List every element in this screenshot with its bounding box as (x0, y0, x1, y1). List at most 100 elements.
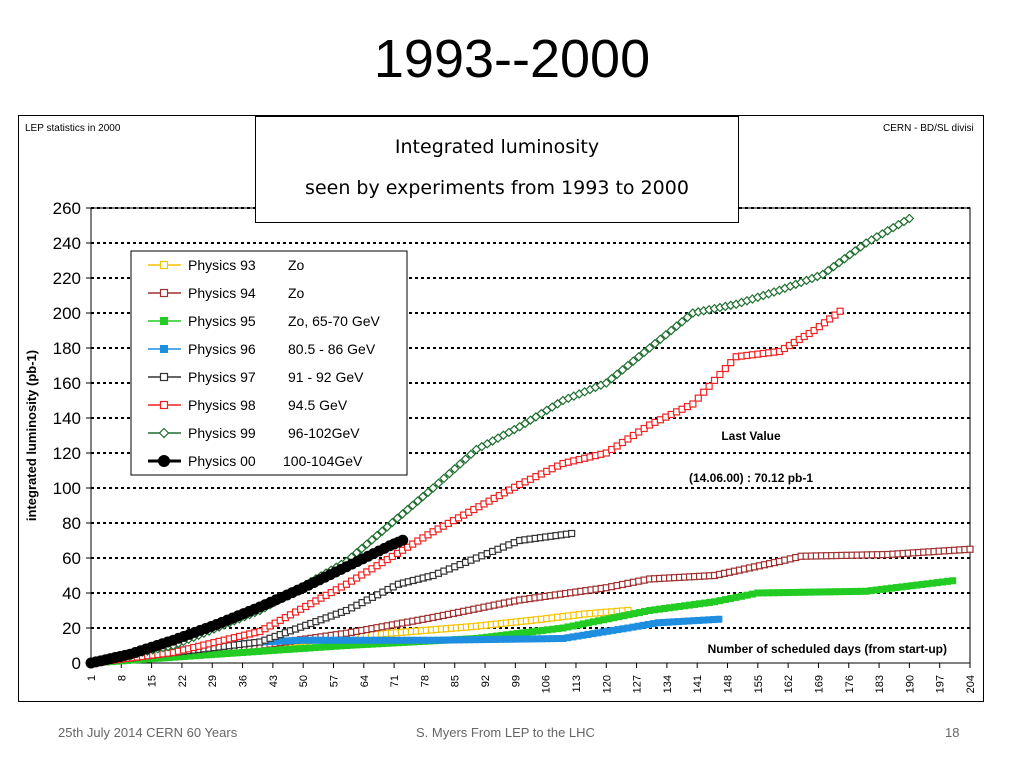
data-point (407, 500, 418, 511)
data-point (460, 454, 471, 464)
x-axis-label: Number of scheduled days (from start-up) (708, 642, 947, 656)
data-point (904, 213, 915, 224)
y-tick-label: 180 (53, 339, 81, 358)
data-point (850, 246, 861, 256)
data-point (810, 326, 818, 335)
data-point (715, 615, 723, 623)
x-tick-label: 64 (359, 675, 371, 687)
legend-label: Physics 93 (188, 257, 256, 273)
legend-label: Physics 97 (188, 369, 256, 385)
data-point (700, 388, 708, 396)
data-point (727, 359, 735, 367)
x-tick-label: 57 (328, 675, 340, 687)
data-point (606, 373, 617, 384)
x-tick-label: 134 (662, 675, 674, 693)
chart-title-line2: seen by experiments from 1993 to 2000 (305, 177, 689, 199)
data-point (387, 517, 398, 528)
data-point (828, 261, 839, 272)
data-point (689, 400, 697, 408)
x-tick-label: 120 (601, 675, 613, 693)
chart-title-line1: Integrated luminosity (394, 136, 600, 158)
legend-box (130, 250, 408, 476)
data-point (466, 449, 476, 460)
x-tick-label: 29 (207, 675, 219, 687)
data-point (716, 370, 724, 379)
data-point (655, 334, 666, 345)
x-tick-label: 15 (147, 675, 159, 687)
data-point (650, 338, 660, 349)
data-point (817, 269, 828, 280)
x-tick-label: 113 (571, 675, 583, 693)
data-point (444, 468, 455, 479)
legend-energy: Zo, 65-70 GeV (288, 313, 380, 329)
x-tick-label: 148 (723, 675, 735, 693)
data-point (418, 491, 428, 502)
annotation-title: Last Value (721, 429, 781, 443)
x-tick-label: 43 (268, 675, 280, 687)
data-point (820, 319, 829, 327)
legend-energy: 80.5 - 86 GeV (288, 341, 376, 357)
legend-energy: 100-104GeV (283, 453, 363, 469)
slide-title: 1993--2000 (373, 29, 651, 89)
data-point (949, 577, 957, 585)
x-tick-label: 204 (965, 675, 977, 693)
legend-energy: Zo (288, 257, 305, 273)
data-point (423, 487, 433, 498)
y-tick-label: 260 (53, 199, 81, 218)
data-point (372, 530, 382, 541)
chart-top-left-note: LEP statistics in 2000 (25, 123, 121, 134)
data-point (159, 372, 169, 382)
data-point (362, 539, 372, 550)
data-point (412, 496, 423, 506)
data-point (705, 382, 713, 390)
data-point (433, 478, 444, 489)
legend-label: Physics 00 (188, 453, 256, 469)
data-point (160, 345, 168, 353)
data-point (682, 312, 693, 323)
footer-right: 18 (945, 725, 960, 740)
legend-label: Physics 98 (188, 397, 256, 413)
chart-frame: 0 20 40 60 80 100 120 140 160 180 200 220 240 260 1 8 15… (18, 115, 984, 702)
y-tick-label: 60 (62, 549, 81, 568)
data-point (721, 364, 729, 373)
footer-center: S. Myers From LEP to the LHC (416, 725, 595, 740)
legend: Physics 93 Zo Physics 94 Zo Physics 95 Zo, 65… (130, 250, 408, 476)
y-tick-label: 160 (53, 374, 81, 393)
data-point (377, 526, 387, 537)
data-point (839, 253, 850, 264)
legend-energy: Zo (288, 285, 305, 301)
data-point (694, 394, 702, 402)
series-physics-00 (85, 534, 409, 669)
x-tick-label: 176 (844, 675, 856, 693)
data-point (397, 534, 409, 546)
data-point (568, 529, 576, 538)
x-tick-label: 8 (116, 675, 128, 681)
x-tick-label: 50 (298, 675, 310, 687)
legend-label: Physics 96 (188, 341, 256, 357)
x-tick-label: 183 (874, 675, 886, 693)
y-tick-label: 140 (53, 409, 81, 428)
legend-label: Physics 95 (188, 313, 256, 329)
data-point (823, 265, 834, 276)
data-point (844, 249, 855, 260)
data-point (601, 378, 612, 388)
x-tick-label: 162 (783, 675, 795, 693)
data-point (612, 369, 622, 380)
data-point (439, 473, 449, 484)
data-point (639, 347, 650, 358)
legend-label: Physics 94 (188, 285, 256, 301)
y-tick-label: 100 (53, 479, 81, 498)
x-tick-label: 71 (389, 675, 401, 687)
data-point (677, 316, 687, 327)
chart-top-right-note: CERN - BD/SL divisi (883, 123, 974, 134)
y-tick-label: 120 (53, 444, 81, 463)
data-point (159, 400, 169, 410)
y-tick-label: 240 (53, 234, 81, 253)
data-point (367, 535, 377, 545)
data-point (617, 365, 628, 375)
data-point (402, 504, 413, 515)
data-point (826, 315, 834, 323)
data-point (666, 325, 677, 336)
data-point (855, 242, 866, 252)
x-tick-label: 85 (450, 675, 462, 687)
